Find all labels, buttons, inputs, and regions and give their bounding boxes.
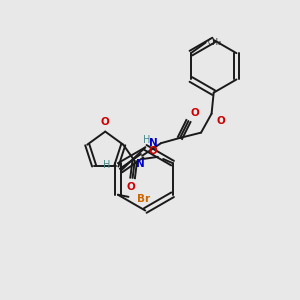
Text: O: O: [126, 182, 135, 192]
Text: N: N: [136, 159, 144, 169]
Text: O: O: [148, 146, 157, 156]
Text: O: O: [101, 117, 110, 128]
Text: O: O: [190, 108, 199, 118]
Text: N: N: [149, 138, 158, 148]
Text: H: H: [103, 160, 110, 170]
Text: O: O: [217, 116, 226, 126]
Text: CH₃: CH₃: [208, 38, 222, 47]
Text: H: H: [143, 135, 151, 145]
Text: Br: Br: [137, 194, 150, 204]
